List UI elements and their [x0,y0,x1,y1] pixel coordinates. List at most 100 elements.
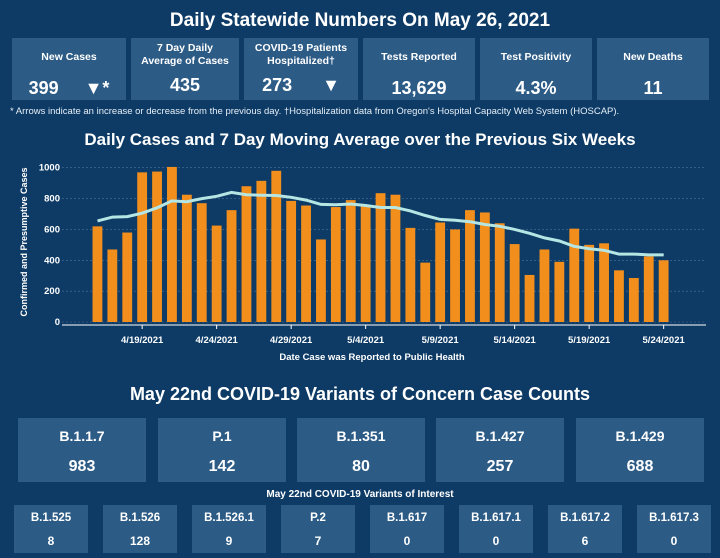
bar [628,278,639,322]
bar [181,194,192,322]
bar [301,205,311,322]
bar [345,200,356,322]
bar [405,227,416,322]
stat-label: New Deaths [623,51,683,63]
variant-count: 80 [352,458,370,475]
stat-number: 399 [28,78,59,98]
y-tick-label: 400 [44,255,60,266]
stat-label: Test Positivity [500,51,572,63]
bar [316,239,326,322]
bar [465,210,475,322]
stat-label: New Cases [41,51,97,63]
stat-label: Tests Reported [381,51,457,63]
bar [375,193,386,322]
bar [599,243,609,322]
stat-card-new-deaths: New Deaths 11 [597,38,709,100]
variant-label: B.1.427 [475,428,525,444]
bar [658,260,669,322]
bar [137,172,148,322]
interest-count: 7 [314,534,322,548]
variant-count: 257 [486,458,514,475]
x-axis-ticks: 4/19/2021 4/24/2021 4/29/2021 5/4/2021 5/9/2… [121,325,685,346]
stat-card-new-cases: New Cases 399 ▼* [12,38,126,100]
stat-label: 7 Day Daily Average of Cases [141,42,229,67]
interest-card-6: B.1.617.2 6 [548,505,622,553]
variant-card-2: B.1.351 80 [297,418,425,482]
bar [211,225,222,322]
bar [569,228,580,322]
x-tick-label: 5/19/2021 [568,335,611,346]
bar [286,200,297,322]
variant-label: P.1 [212,428,232,444]
interest-label: B.1.526.1 [204,512,254,524]
bar [330,207,341,322]
bar [122,232,133,322]
bar [435,222,446,322]
down-arrow-icon: ▼ [322,75,340,95]
bar [241,186,252,322]
x-tick-label: 4/29/2021 [270,335,313,346]
variant-card-4: B.1.429 688 [576,418,704,482]
moving-average-line [97,190,664,257]
stat-value: 273 ▼ [244,75,358,96]
interest-label: B.1.525 [30,512,72,524]
down-arrow-icon: ▼* [84,78,110,98]
y-axis-ticks: 0 200 400 600 800 1000 [39,163,60,328]
interest-label: B.1.617.1 [471,512,521,524]
interest-label: B.1.617.3 [649,512,699,524]
interest-card-4: B.1.617 0 [370,505,444,553]
bar [226,210,237,322]
stat-number: 273 [262,75,293,95]
y-tick-label: 200 [44,286,60,297]
x-tick-label: 5/4/2021 [347,335,385,346]
interest-count: 0 [492,534,500,548]
stat-card-hospitalized: COVID-19 Patients Hospitalized† 273 ▼ [244,38,358,100]
bar [92,226,103,322]
interest-count: 9 [225,534,233,548]
bar [494,223,505,322]
bar [584,244,595,322]
bar [614,270,624,322]
stat-value: 4.3% [515,78,557,98]
stat-card-test-positivity: Test Positivity 4.3% [480,38,592,100]
bar [107,249,118,322]
x-tick-label: 5/9/2021 [422,335,460,346]
bar [152,171,162,322]
interest-label: P.2 [310,512,326,524]
chart-bars [92,166,669,322]
variant-card-0: B.1.1.7 983 [18,418,146,482]
interest-card-3: P.2 7 [281,505,355,553]
variant-card-1: P.1 142 [158,418,286,482]
interest-card-5: B.1.617.1 0 [459,505,533,553]
bar [554,261,565,322]
variant-count: 142 [208,458,236,475]
variant-label: B.1.1.7 [59,428,105,444]
variant-count: 688 [626,458,654,475]
interest-card-7: B.1.617.3 0 [637,505,711,553]
interest-count: 128 [129,534,151,548]
interest-card-0: B.1.525 8 [14,505,88,553]
bar [271,170,282,322]
stat-value: 13,629 [391,78,447,98]
interest-label: B.1.617 [386,512,428,524]
bar [539,249,550,322]
interest-label: B.1.526 [119,512,161,524]
x-tick-label: 5/14/2021 [494,335,537,346]
bar [196,203,207,322]
stat-value: 11 [643,78,663,98]
y-tick-label: 1000 [39,163,60,174]
variants-title: May 22nd COVID-19 Variants of Concern Ca… [129,384,591,404]
interest-label: B.1.617.2 [560,512,610,524]
interest-title: May 22nd COVID-19 Variants of Interest [266,489,454,500]
chart-title: Daily Cases and 7 Day Moving Average ove… [84,130,636,149]
x-axis-label: Date Case was Reported to Public Health [279,352,464,363]
bar [256,180,267,322]
variant-card-3: B.1.427 257 [436,418,564,482]
stat-label: COVID-19 Patients Hospitalized† [254,42,348,67]
interest-count: 0 [403,534,411,548]
y-tick-label: 800 [44,194,60,205]
bar [167,166,177,322]
x-tick-label: 5/24/2021 [643,335,686,346]
stat-value: 435 [169,75,201,95]
y-axis-label: Confirmed and Presumptive Cases [19,167,29,316]
